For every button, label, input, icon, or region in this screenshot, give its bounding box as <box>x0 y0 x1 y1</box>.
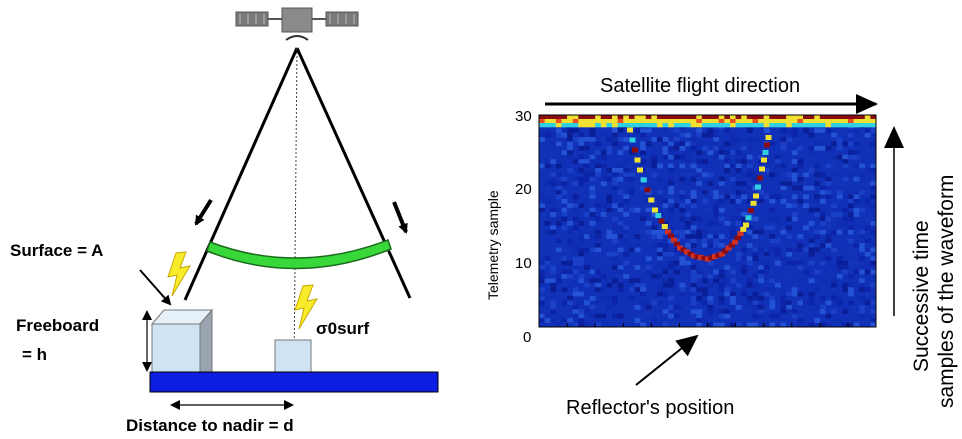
reflector-pointer-arrow <box>635 334 699 386</box>
x-tick-marks <box>566 323 849 327</box>
freeboard-label: Freeboard <box>16 316 99 335</box>
reflector-label: Reflector's position <box>566 397 734 419</box>
y-tick-30: 30 <box>515 108 532 125</box>
lightning-icon-2 <box>294 284 319 330</box>
sea-surface <box>149 371 439 393</box>
flight-direction-label: Satellite flight direction <box>600 75 800 97</box>
radar-beam <box>183 47 412 373</box>
waveform-heatmap <box>539 115 877 328</box>
iceberg-block <box>150 308 214 373</box>
freeboard-value-label: = h <box>22 345 47 364</box>
distance-label: Distance to nadir = d <box>126 416 294 435</box>
surface-pointer-arrow <box>139 269 172 306</box>
beam-direction-arrows <box>194 198 408 234</box>
nadir-line <box>293 47 298 373</box>
y-tick-20: 20 <box>515 181 532 198</box>
y-tick-10: 10 <box>515 255 532 272</box>
side-label-line1: Successive time <box>910 220 933 372</box>
y-axis-label: Telemetry sample <box>485 190 501 300</box>
wavefront-arc <box>206 239 392 270</box>
satellite <box>235 7 359 41</box>
surface-label: Surface = A <box>10 241 103 260</box>
y-tick-0: 0 <box>523 329 531 346</box>
side-label-line2: samples of the waveform <box>935 175 958 408</box>
sigma-label: σ0surf <box>316 319 370 338</box>
reflector-block <box>274 339 312 373</box>
lightning-icon-1 <box>167 251 192 297</box>
